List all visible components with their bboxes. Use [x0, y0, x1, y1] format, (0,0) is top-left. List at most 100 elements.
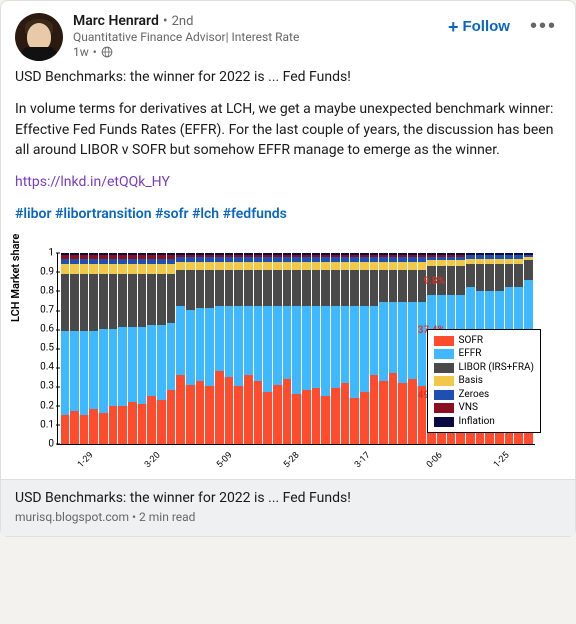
- bar-segment: [147, 396, 156, 444]
- bar: [80, 253, 89, 444]
- author-meta: Marc Henrard • 2nd Quantitative Finance …: [73, 13, 442, 59]
- bar-segment: [99, 413, 108, 444]
- bar: [167, 253, 176, 444]
- bar-segment: [89, 264, 98, 274]
- bar-segment: [138, 404, 147, 444]
- bar-segment: [302, 270, 311, 306]
- chart-legend: SOFREFFRLIBOR (IRS+FRA)BasisZeroesVNSInf…: [427, 329, 541, 434]
- bar: [379, 253, 388, 444]
- bar-segment: [215, 306, 224, 371]
- bar-segment: [379, 381, 388, 444]
- bar-segment: [225, 306, 234, 377]
- bar-segment: [118, 406, 127, 444]
- follow-button[interactable]: + Follow: [442, 14, 516, 40]
- bar-segment: [196, 270, 205, 308]
- bar-segment: [476, 264, 485, 291]
- bar-segment: [408, 262, 417, 270]
- author-headline: Quantitative Finance Advisor| Interest R…: [73, 29, 442, 45]
- bar-segment: [254, 381, 263, 444]
- bar: [109, 253, 118, 444]
- bar: [283, 253, 292, 444]
- bar-segment: [109, 329, 118, 405]
- bar-segment: [215, 371, 224, 444]
- y-tick: 0.5: [30, 343, 54, 354]
- bar-segment: [370, 375, 379, 444]
- bar: [99, 253, 108, 444]
- bar-segment: [331, 306, 340, 388]
- bar-segment: [70, 331, 79, 411]
- bar-segment: [321, 306, 330, 396]
- bar-segment: [128, 264, 137, 274]
- legend-swatch: [434, 349, 454, 359]
- bar-segment: [341, 262, 350, 270]
- bar-segment: [398, 262, 407, 270]
- bar: [254, 253, 263, 444]
- more-menu-button[interactable]: •••: [526, 13, 561, 40]
- bar-segment: [389, 373, 398, 444]
- post-header: Marc Henrard • 2nd Quantitative Finance …: [1, 1, 575, 67]
- bar-segment: [341, 270, 350, 306]
- bar-segment: [89, 274, 98, 331]
- bar-segment: [273, 262, 282, 270]
- bar-segment: [283, 306, 292, 379]
- bar: [138, 253, 147, 444]
- bar-segment: [273, 385, 282, 444]
- bar-segment: [370, 270, 379, 306]
- legend-item: LIBOR (IRS+FRA): [434, 361, 534, 375]
- bar-segment: [524, 260, 533, 279]
- link-preview-title: USD Benchmarks: the winner for 2022 is .…: [15, 490, 561, 506]
- bar: [176, 253, 185, 444]
- bar-segment: [418, 302, 427, 386]
- bar: [331, 253, 340, 444]
- bar-segment: [263, 392, 272, 444]
- bar-segment: [205, 270, 214, 308]
- bar: [360, 253, 369, 444]
- bar: [350, 253, 359, 444]
- legend-label: LIBOR (IRS+FRA): [459, 361, 534, 375]
- bar-segment: [225, 262, 234, 270]
- bar-segment: [99, 264, 108, 274]
- bar-segment: [196, 381, 205, 444]
- bar-segment: [350, 306, 359, 398]
- bar-segment: [398, 302, 407, 382]
- bar-segment: [350, 262, 359, 270]
- bar-segment: [263, 262, 272, 270]
- y-tick: 0: [30, 438, 54, 449]
- bar-segment: [109, 406, 118, 444]
- bar-segment: [186, 385, 195, 444]
- bar-segment: [254, 306, 263, 380]
- bar: [312, 253, 321, 444]
- post-hashtags[interactable]: #libor #libortransition #sofr #lch #fedf…: [15, 204, 561, 224]
- bar-segment: [176, 262, 185, 270]
- bar-segment: [418, 262, 427, 270]
- bar-segment: [61, 274, 70, 331]
- bar-segment: [466, 264, 475, 287]
- bar-segment: [176, 375, 185, 444]
- post-body: USD Benchmarks: the winner for 2022 is .…: [1, 67, 575, 243]
- bar-segment: [408, 379, 417, 444]
- bar-segment: [341, 306, 350, 382]
- bar-segment: [350, 270, 359, 306]
- bar-segment: [157, 325, 166, 399]
- bar-segment: [196, 262, 205, 270]
- bar-segment: [389, 270, 398, 302]
- bar-segment: [176, 270, 185, 306]
- bar-segment: [109, 274, 118, 329]
- bar-segment: [157, 274, 166, 326]
- y-tick: 0.4: [30, 362, 54, 373]
- author-avatar[interactable]: [15, 13, 63, 61]
- bar-segment: [321, 396, 330, 444]
- bar-segment: [360, 392, 369, 444]
- post-link[interactable]: https://lnkd.in/etQQk_HY: [15, 174, 170, 190]
- bar-segment: [408, 270, 417, 302]
- post-paragraph: In volume terms for derivatives at LCH, …: [15, 99, 561, 160]
- link-preview-card[interactable]: USD Benchmarks: the winner for 2022 is .…: [1, 479, 575, 536]
- bar-segment: [321, 270, 330, 306]
- bar-segment: [89, 331, 98, 409]
- bar-segment: [312, 388, 321, 443]
- bar-segment: [225, 377, 234, 444]
- chart-container: LCH Market share 00.10.20.30.40.50.60.70…: [1, 243, 575, 479]
- author-name[interactable]: Marc Henrard: [73, 13, 159, 29]
- bar-segment: [147, 264, 156, 274]
- bar-segment: [254, 270, 263, 306]
